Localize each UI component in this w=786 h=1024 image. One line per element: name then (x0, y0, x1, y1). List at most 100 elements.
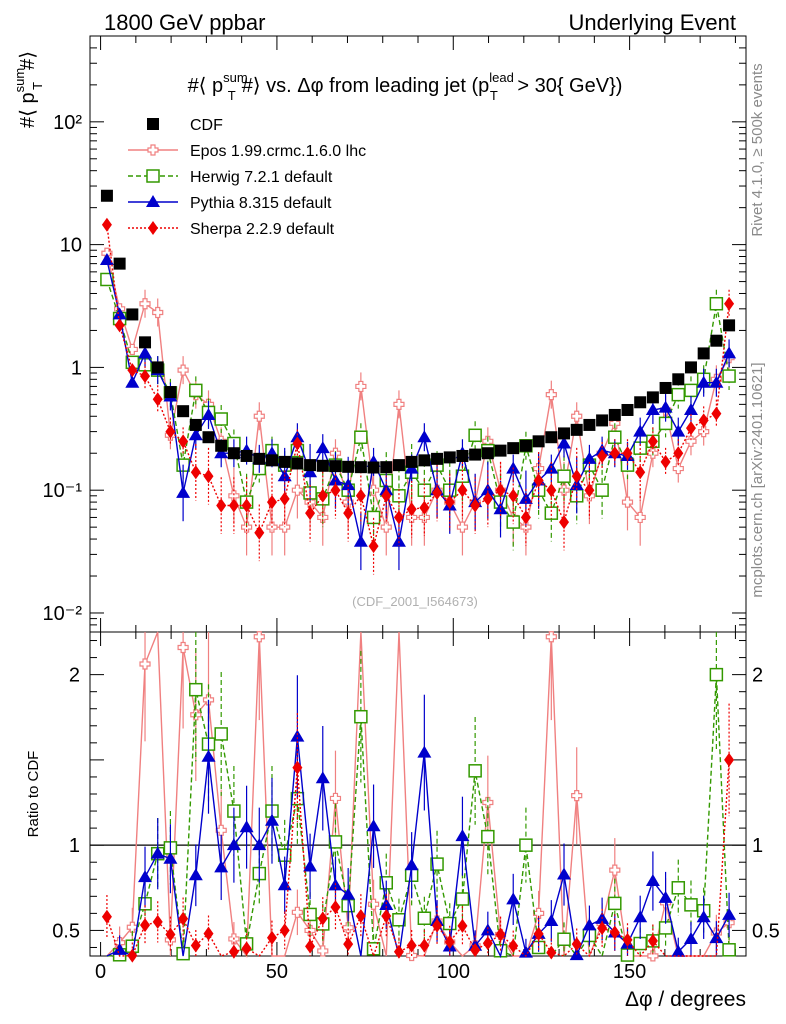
ratio-point (444, 934, 455, 949)
data-point (330, 483, 341, 498)
title-part: #⟨ p (188, 75, 224, 97)
x-tick-label: 100 (437, 961, 470, 983)
data-point (304, 459, 317, 472)
data-point (177, 405, 190, 418)
cross-marker-shape (393, 398, 405, 410)
ratio-point (533, 926, 544, 941)
ratio-point (341, 887, 356, 900)
data-point (697, 347, 710, 360)
data-point (380, 521, 392, 533)
data-point (508, 488, 519, 503)
ratio-point (671, 944, 686, 957)
ratio-point (328, 835, 343, 849)
cross-marker-shape (418, 511, 430, 524)
ratio-point (214, 860, 229, 873)
ratio-point (647, 933, 658, 948)
legend-marker (146, 169, 160, 183)
data-point (621, 403, 634, 416)
ratio-point (127, 948, 138, 963)
ratio-point (241, 941, 252, 956)
ratio-point (252, 838, 267, 851)
ratio-point (163, 851, 178, 864)
ratio-line (106, 631, 730, 959)
ratio-point (480, 923, 495, 936)
data-point (722, 369, 736, 383)
data-point (519, 439, 532, 452)
data-point (417, 430, 432, 443)
ratio-point (291, 906, 303, 918)
data-point (633, 424, 648, 437)
title-part: sum (223, 70, 248, 85)
title-part: T (490, 88, 498, 103)
data-point (138, 346, 153, 359)
data-point (546, 483, 557, 498)
data-point (634, 511, 646, 524)
ratio-point (366, 942, 381, 956)
data-point (265, 454, 278, 467)
data-point (545, 431, 558, 444)
data-point (558, 427, 571, 440)
data-point (507, 442, 520, 455)
data-point (367, 461, 380, 474)
data-point (291, 457, 304, 470)
data-point (405, 455, 418, 468)
cross-marker-shape (126, 343, 138, 356)
ratio-y-tick-label: 0.5 (752, 920, 780, 942)
cross-marker-shape (545, 631, 557, 643)
data-point (683, 402, 698, 415)
data-point (480, 483, 495, 496)
data-point (253, 452, 266, 465)
ratio-point (112, 942, 127, 955)
ratio-point (165, 927, 176, 942)
ratio-point (417, 745, 432, 758)
ratio-point (138, 870, 153, 883)
ratio-point (709, 931, 724, 944)
data-point (671, 424, 686, 437)
data-point (608, 408, 621, 421)
cross-marker-shape (139, 298, 151, 310)
data-point (152, 392, 163, 407)
data-point (354, 461, 367, 474)
data-point (178, 434, 189, 449)
data-point (419, 500, 430, 515)
ratio-point (582, 918, 597, 931)
data-point (571, 410, 583, 422)
cross-marker-shape (152, 306, 164, 319)
data-point (366, 510, 381, 525)
data-point (126, 343, 138, 356)
ratio-point (482, 796, 494, 809)
ylabel-part: #⟨ p (17, 92, 39, 128)
header-left: 1800 GeV ppbar (104, 10, 265, 35)
cross-marker-shape (177, 364, 189, 376)
data-point (317, 488, 328, 503)
cross-marker-shape (685, 435, 697, 447)
ratio-point (279, 923, 290, 938)
ratio-point (367, 898, 380, 910)
data-point (381, 488, 392, 503)
data-point (228, 490, 240, 502)
ratio-point (177, 641, 189, 654)
ratio-point (342, 922, 354, 934)
data-point (456, 521, 469, 533)
ratio-point (508, 938, 519, 953)
data-point (634, 396, 647, 409)
ratio-point (455, 892, 470, 906)
data-point (647, 434, 658, 449)
data-point (329, 460, 342, 473)
ratio-point (724, 752, 735, 767)
ratio-point (355, 909, 366, 924)
ratio-point (366, 819, 381, 832)
main-series (99, 189, 737, 575)
ratio-point (597, 921, 608, 936)
ratio-point (545, 631, 557, 643)
ylabel-part: sum (12, 68, 27, 93)
ylabel-part: #⟩ (17, 51, 39, 70)
data-point (125, 375, 140, 388)
data-point (315, 441, 330, 454)
data-point (646, 391, 659, 404)
data-point (584, 483, 595, 498)
ratio-point (381, 909, 392, 924)
title-part: #⟩ vs. Δφ from leading jet (p (242, 75, 490, 97)
data-point (392, 459, 405, 472)
